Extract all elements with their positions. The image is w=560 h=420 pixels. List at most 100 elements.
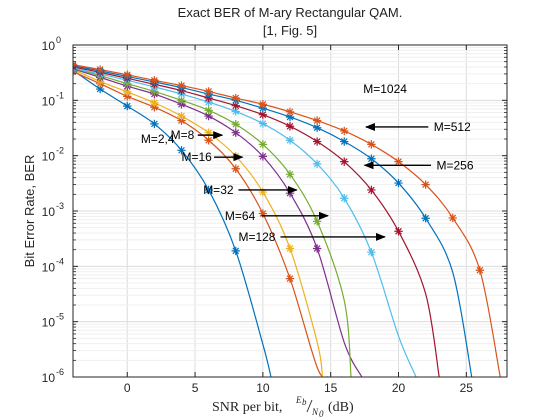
- data-marker-5: [285, 136, 295, 145]
- data-marker-8: [421, 180, 430, 189]
- y-tick-exponent: 0: [56, 35, 61, 45]
- data-marker-6: [285, 122, 295, 131]
- data-marker-2: [285, 244, 295, 253]
- data-marker-4: [258, 140, 268, 149]
- y-tick-exponent: -3: [56, 201, 64, 211]
- x-tick-label: 5: [192, 381, 199, 395]
- x-axis-label-denominator-sub: 0: [319, 409, 324, 419]
- data-marker-8: [231, 93, 240, 103]
- x-tick-label: 20: [392, 381, 406, 395]
- x-tick-label: 15: [324, 381, 338, 395]
- data-marker-3: [204, 111, 213, 121]
- data-marker-1: [123, 92, 132, 101]
- data-marker-6: [231, 101, 240, 110]
- series-line-7: [73, 65, 473, 377]
- y-tick-label: 10: [42, 150, 56, 164]
- data-marker-3: [312, 244, 322, 253]
- y-tick-exponent: -2: [56, 146, 64, 156]
- data-marker-8: [285, 107, 295, 117]
- data-marker-4: [231, 120, 240, 129]
- data-marker-0: [150, 119, 159, 129]
- data-marker-1: [177, 116, 186, 125]
- data-marker-8: [204, 87, 213, 96]
- data-marker-7: [340, 137, 349, 146]
- data-marker-2: [177, 111, 186, 121]
- data-marker-8: [177, 81, 186, 90]
- annotation-label: M=256: [436, 158, 473, 172]
- data-marker-7: [367, 154, 376, 163]
- data-marker-1: [231, 164, 240, 173]
- annotation-label: M=128: [238, 230, 275, 244]
- x-axis-label: SNR per bit,: [212, 400, 282, 415]
- y-tick-label: 10: [42, 39, 56, 53]
- data-marker-6: [312, 137, 322, 146]
- data-marker-6: [367, 185, 376, 195]
- data-marker-5: [231, 107, 240, 116]
- annotation-label: M=2,4: [141, 132, 175, 146]
- data-marker-0: [231, 246, 240, 256]
- data-marker-1: [204, 136, 213, 145]
- annotation-label: M=32: [203, 183, 234, 197]
- annotation-label: M=1024: [363, 82, 407, 96]
- data-marker-0: [95, 84, 105, 94]
- data-marker-5: [258, 119, 268, 128]
- data-marker-7: [394, 178, 403, 188]
- data-marker-8: [475, 266, 485, 275]
- x-tick-label: 25: [460, 381, 474, 395]
- data-marker-6: [394, 227, 403, 236]
- y-tick-label: 10: [42, 260, 56, 274]
- data-marker-2: [150, 98, 159, 108]
- y-tick-label: 10: [42, 316, 56, 330]
- x-axis-label-numerator: E: [295, 395, 302, 405]
- data-marker-4: [204, 106, 213, 115]
- data-marker-1: [258, 209, 268, 218]
- y-tick-exponent: -1: [56, 90, 64, 100]
- y-tick-exponent: -6: [56, 367, 64, 377]
- data-marker-0: [177, 146, 186, 155]
- annotation-label: M=512: [434, 120, 471, 134]
- data-marker-8: [150, 76, 159, 85]
- data-marker-8: [95, 65, 105, 74]
- x-axis-label-unit: (dB): [328, 400, 354, 415]
- y-tick-exponent: -4: [56, 256, 64, 266]
- data-marker-0: [204, 185, 213, 195]
- data-marker-2: [258, 187, 268, 197]
- data-marker-6: [340, 157, 349, 166]
- data-marker-8: [367, 140, 376, 149]
- chart-subtitle: [1, Fig. 5]: [263, 23, 317, 38]
- y-tick-exponent: -5: [56, 312, 64, 322]
- data-marker-8: [340, 126, 349, 136]
- x-axis-label-slash: [306, 399, 313, 413]
- x-axis-label-denominator: N: [311, 407, 319, 417]
- data-marker-5: [340, 194, 349, 203]
- x-tick-label: 10: [256, 381, 270, 395]
- data-marker-1: [285, 274, 295, 283]
- data-marker-6: [258, 110, 268, 119]
- y-axis-label: Bit Error Rate, BER: [22, 155, 37, 268]
- y-tick-label: 10: [42, 371, 56, 385]
- annotation-label: M=8: [171, 128, 195, 142]
- data-marker-7: [421, 214, 430, 223]
- data-marker-5: [367, 248, 376, 257]
- data-marker-7: [312, 123, 322, 132]
- data-marker-3: [258, 152, 268, 161]
- annotation-label: M=64: [225, 209, 256, 223]
- data-marker-8: [394, 157, 403, 166]
- x-tick-label: 0: [124, 381, 131, 395]
- data-marker-5: [312, 159, 322, 169]
- x-axis-label-numerator-sub: b: [302, 397, 307, 407]
- data-marker-2: [204, 128, 213, 137]
- data-marker-2: [123, 87, 132, 97]
- data-marker-8: [258, 100, 268, 109]
- data-marker-2: [231, 151, 240, 161]
- data-marker-3: [231, 128, 240, 137]
- data-marker-4: [177, 96, 186, 105]
- data-marker-4: [312, 217, 322, 226]
- chart-title: Exact BER of M-ary Rectangular QAM.: [178, 5, 403, 20]
- data-marker-1: [150, 103, 159, 112]
- data-marker-8: [123, 70, 132, 79]
- data-marker-0: [123, 101, 132, 111]
- y-tick-label: 10: [42, 205, 56, 219]
